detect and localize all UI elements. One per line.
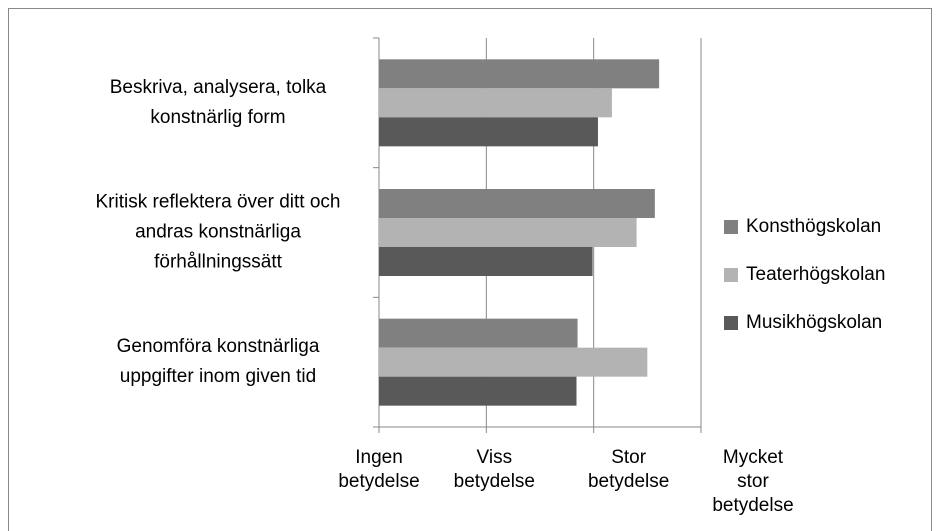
legend-label: Musikhögskolan: [746, 312, 882, 333]
y-tick-label: Kritisk reflektera över ditt och andras k…: [96, 192, 341, 273]
y-tick-label: Beskriva, analysera, tolka konstnärlig fo…: [110, 77, 327, 128]
bar: [379, 247, 593, 276]
bar: [379, 88, 612, 118]
legend-label: Konsthögskolan: [746, 216, 881, 237]
legend-swatch: [724, 220, 738, 234]
bar: [379, 59, 660, 89]
legend-swatch: [724, 268, 738, 282]
bar: [379, 376, 577, 406]
x-tick-label: Viss betydelse: [454, 447, 535, 492]
bar: [379, 189, 655, 218]
x-tick-label: Stor betydelse: [588, 447, 669, 492]
y-tick-label: Genomföra konstnärliga uppgifter inom giv…: [117, 336, 320, 387]
legend-swatch: [724, 316, 738, 330]
x-tick-label: Ingen betydelse: [338, 447, 419, 492]
bar: [379, 117, 598, 147]
bar: [379, 318, 578, 348]
bar: [379, 218, 637, 247]
x-tick-label: Mycket stor betydelse: [712, 447, 793, 516]
legend-label: Teaterhögskolan: [746, 264, 885, 285]
bar: [379, 347, 648, 377]
